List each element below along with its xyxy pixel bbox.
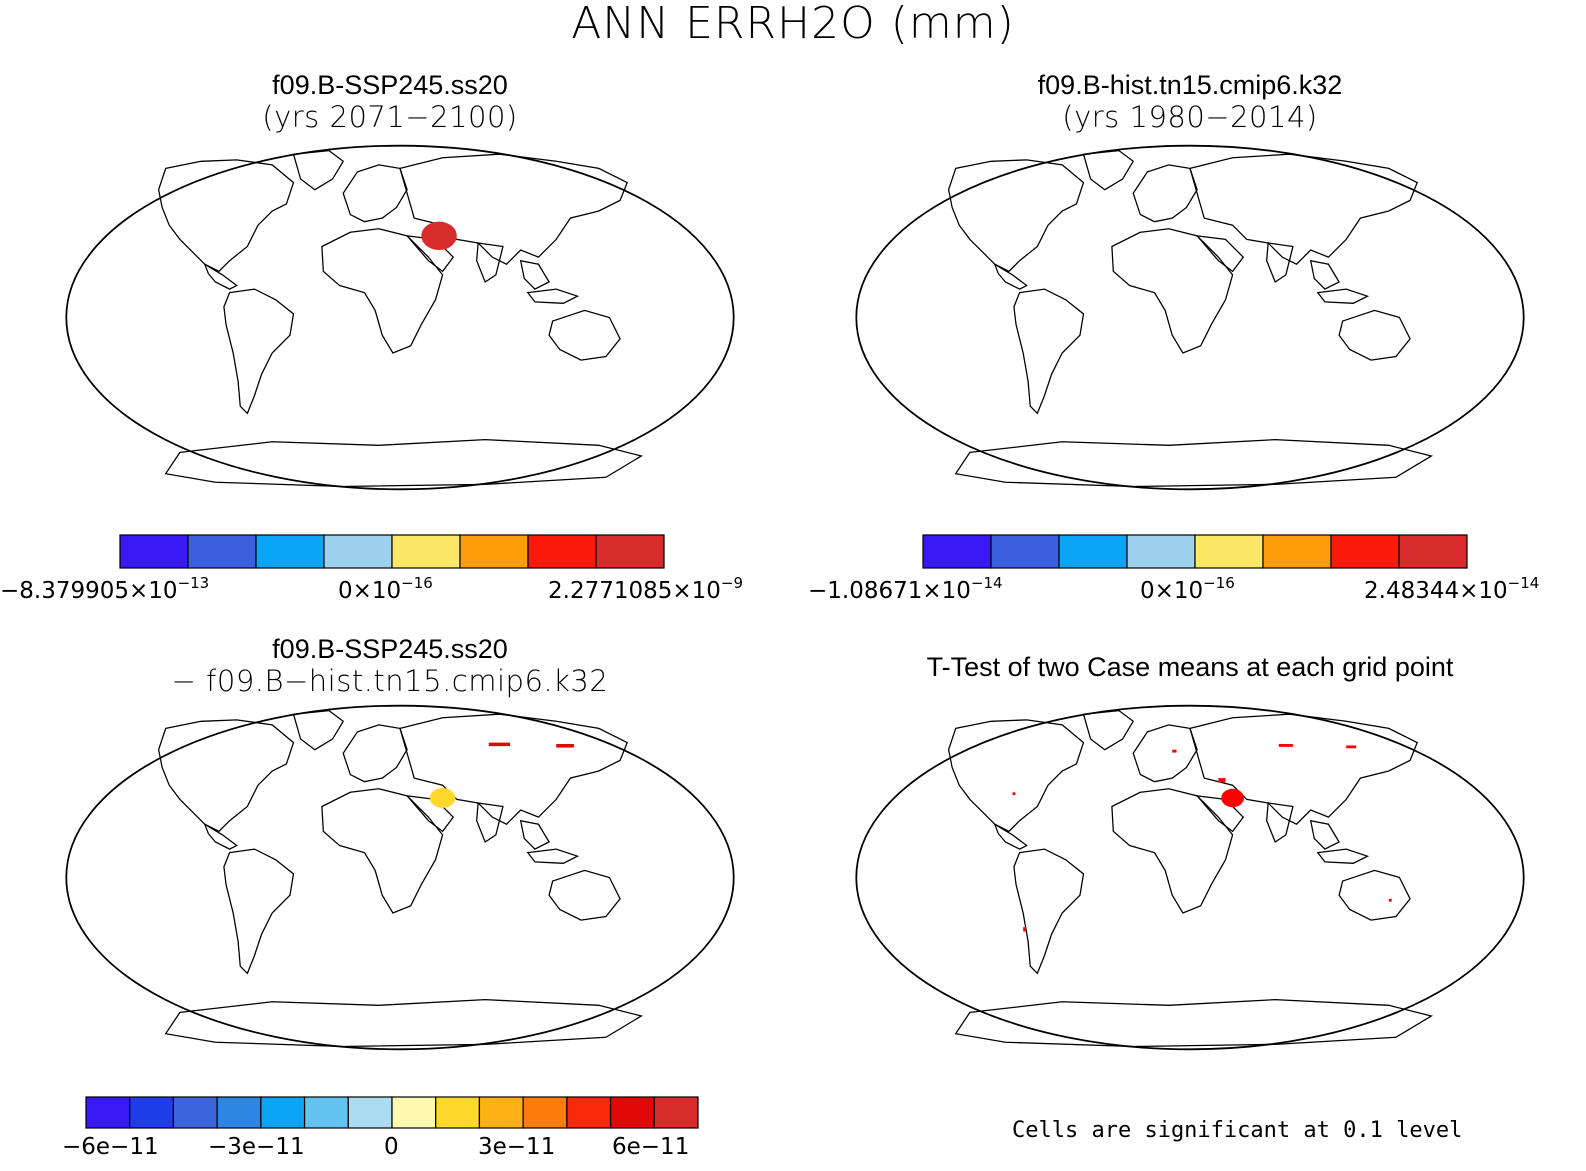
ttest-title: T-Test of two Case means at each grid po… [926, 652, 1454, 682]
case2-title: f09.B-hist.tn15.cmip6.k32 [1037, 70, 1343, 100]
case1-colorbar-swatch [323, 534, 393, 569]
main-title: ANN ERRH2O (mm) [571, 0, 1015, 49]
diff-colorbar-swatch [435, 1096, 481, 1129]
ttest-map [855, 704, 1525, 1051]
case1-colorbar-swatch [255, 534, 325, 569]
diff-map [65, 704, 735, 1051]
diff-colorbar [85, 1096, 699, 1129]
diff-cb-label-2: −3e−11 [208, 1134, 305, 1160]
diff-colorbar-swatch [303, 1096, 349, 1129]
diff-colorbar-swatch [129, 1096, 175, 1129]
diff-cb-label-1: −6e−11 [62, 1134, 159, 1160]
diff-colorbar-swatch [566, 1096, 612, 1129]
diff-colorbar-swatch [522, 1096, 568, 1129]
significant-cells [1012, 744, 1392, 932]
diff-cb-label-5: 6e−11 [612, 1134, 690, 1160]
case1-colorbar-swatch [391, 534, 461, 569]
case2-colorbar [922, 534, 1468, 569]
case1-colorbar [119, 534, 665, 569]
case2-colorbar-swatch [1262, 534, 1332, 569]
case2-colorbar-swatch [922, 534, 992, 569]
case1-subtitle: (yrs 2071−2100) [262, 100, 518, 134]
diff-colorbar-swatch [653, 1096, 699, 1129]
case2-colorbar-swatch [1058, 534, 1128, 569]
case1-cb-min: −8.379905×10−13 [0, 574, 210, 604]
case2-cb-min: −1.08671×10−14 [808, 574, 1003, 604]
case1-colorbar-swatch [187, 534, 257, 569]
diff-title: f09.B-SSP245.ss20 [272, 634, 508, 664]
case2-colorbar-swatch [990, 534, 1060, 569]
diff-colorbar-swatch [172, 1096, 218, 1129]
case2-map [855, 144, 1525, 491]
case2-cb-max: 2.48344×10−14 [1364, 574, 1540, 604]
diff-colorbar-swatch [347, 1096, 393, 1129]
case2-colorbar-swatch [1330, 534, 1400, 569]
case2-colorbar-swatch [1194, 534, 1264, 569]
case2-cb-mid: 0×10−16 [1140, 574, 1235, 604]
ttest-note: Cells are significant at 0.1 level [1012, 1118, 1463, 1143]
diff-cb-label-4: 3e−11 [478, 1134, 556, 1160]
case1-cb-max: 2.2771085×10−9 [548, 574, 744, 604]
case1-colorbar-swatch [595, 534, 665, 569]
diff-colorbar-swatch [216, 1096, 262, 1129]
diff-colorbar-swatch [260, 1096, 306, 1129]
diff-cb-label-3: 0 [384, 1134, 399, 1160]
case2-colorbar-swatch [1398, 534, 1468, 569]
iran-hotspot [421, 221, 457, 251]
diff-colorbar-swatch [609, 1096, 655, 1129]
diff-colorbar-swatch [85, 1096, 131, 1129]
diff-colorbar-swatch [391, 1096, 437, 1129]
case1-colorbar-swatch [527, 534, 597, 569]
case1-colorbar-swatch [119, 534, 189, 569]
diff-colorbar-swatch [478, 1096, 524, 1129]
case1-map [65, 144, 735, 491]
case1-title: f09.B-SSP245.ss20 [272, 70, 508, 100]
case1-colorbar-swatch [459, 534, 529, 569]
diff-subtitle: − f09.B−hist.tn15.cmip6.k32 [171, 664, 609, 698]
case1-cb-mid: 0×10−16 [338, 574, 433, 604]
case2-subtitle: (yrs 1980−2014) [1062, 100, 1318, 134]
case2-colorbar-swatch [1126, 534, 1196, 569]
